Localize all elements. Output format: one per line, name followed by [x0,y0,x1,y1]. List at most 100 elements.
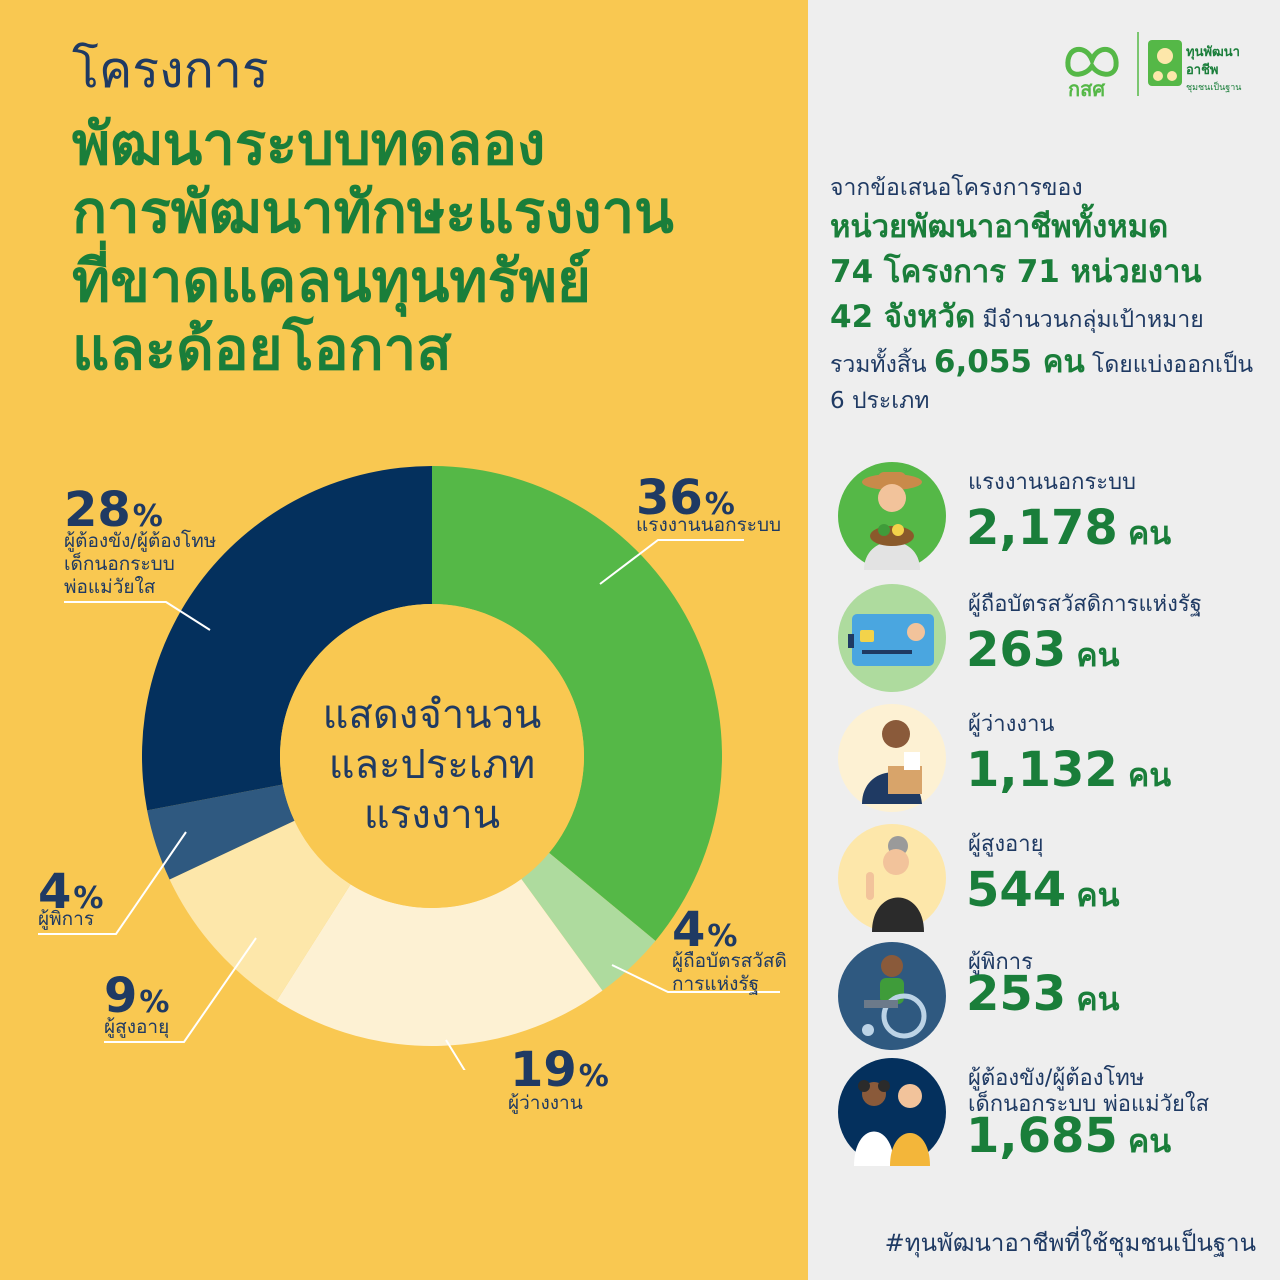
unemployed-worker-icon [838,704,946,812]
category-count: 1,685 คน [966,1112,1171,1160]
category-label: ผู้ว่างงาน [968,712,1054,738]
donut-center-line: แสดงจำนวน [322,692,542,738]
program-logo-text: ทุนพัฒนา [1186,45,1240,60]
category-label: ผู้ต้องขัง/ผู้ต้องโทษ เด็กนอกระบบ พ่อแม่ว… [968,1066,1209,1119]
slice-label-line: แรงงานนอกระบบ [636,514,782,536]
slice-label-disabled: ผู้พิการ [38,908,94,931]
category-label-line: ผู้ต้องขัง/ผู้ต้องโทษ [968,1066,1145,1091]
donut-center-text: แสดงจำนวน และประเภท แรงงาน [300,690,564,840]
pct-symbol: % [73,881,104,916]
pct-value: 36 [636,470,703,526]
pct-label-disabled: 4% [38,868,103,916]
slice-label-line: ผู้ถือบัตรสวัสดิ [672,950,787,972]
donut-center-line: แรงงาน [363,792,501,838]
category-item-disabled: ผู้พิการ 253 คน [838,942,1278,1052]
slice-label-elderly: ผู้สูงอายุ [104,1016,169,1039]
category-label-line: ผู้ว่างงาน [968,712,1055,737]
category-count-value: 2,178 [966,500,1118,556]
pct-label-elderly: 9% [104,972,169,1020]
pct-symbol: % [704,487,735,522]
leader-line-unemployed [445,1039,466,1070]
pct-label-informal-workers: 36% [636,474,735,522]
leader-line-disabled [38,831,187,935]
eef-logo: กสศ [1065,47,1119,101]
intro-provinces: 42 จังหวัด [830,299,976,336]
intro-total: 6,055 คน [933,344,1085,381]
category-item-welfare-card: ผู้ถือบัตรสวัสดิการแห่งรัฐ 263 คน [838,584,1278,694]
category-count-value: 544 [966,862,1067,918]
slice-label-line: ผู้ว่างงาน [508,1092,583,1114]
category-label: ผู้ถือบัตรสวัสดิการแห่งรัฐ [968,592,1202,618]
slice-label-inmates: ผู้ต้องขัง/ผู้ต้องโทษ เด็กนอกระบบ พ่อแม่วั… [64,530,216,598]
category-label-line: เด็กนอกระบบ พ่อแม่วัยใส [968,1092,1210,1118]
program-logo-text: ชุมชนเป็นฐาน [1186,80,1241,93]
category-item-inmates: ผู้ต้องขัง/ผู้ต้องโทษ เด็กนอกระบบ พ่อแม่ว… [838,1058,1278,1168]
slice-label-line: ผู้ต้องขัง/ผู้ต้องโทษ [64,530,217,552]
slice-label-line: เด็กนอกระบบ [64,552,175,575]
category-count-value: 263 [966,622,1067,678]
donut-center-line: และประเภท [328,742,536,788]
pct-symbol: % [139,985,170,1020]
intro-line: 42 จังหวัด มีจำนวนกลุ่มเป้าหมาย [830,295,1270,340]
children-icon [838,1058,946,1166]
category-count-unit: คน [1076,636,1120,674]
intro-text: รวมทั้งสิ้น [830,352,934,379]
donut-slice-unemployed [276,878,603,1046]
intro-text: โดยแบ่งออกเป็น [1084,352,1254,379]
leader-line-elderly [104,937,257,1043]
title-line: พัฒนาระบบทดลอง [72,110,546,178]
category-count: 2,178 คน [966,504,1171,552]
pct-value: 4 [672,902,706,958]
intro-line: 6 ประเภท [830,388,930,415]
slice-label-welfare-card: ผู้ถือบัตรสวัสดิ การแห่งรัฐ [672,950,787,996]
category-item-informal-workers: แรงงานนอกระบบ 2,178 คน [838,462,1278,572]
slice-label-line: ผู้พิการ [38,908,95,930]
intro-text: มีจำนวนกลุ่มเป้าหมาย [975,307,1204,334]
logos: กสศ ทุนพัฒนา อาชีพ ชุมชนเป็นฐาน [1065,32,1241,101]
category-count-value: 1,132 [966,742,1118,798]
slice-label-line: พ่อแม่วัยใส [64,575,156,598]
elderly-person-icon [838,824,946,932]
donut-slice-welfare-card [521,852,656,991]
donut-hole [280,604,584,908]
category-count-unit: คน [1076,980,1120,1018]
page-title: พัฒนาระบบทดลอง การพัฒนาทักษะแรงงาน ที่ขา… [72,110,674,384]
category-item-elderly: ผู้สูงอายุ 544 คน [838,824,1278,934]
donut-slice-disabled [147,784,295,880]
category-count-unit: คน [1127,1122,1172,1160]
pct-value: 4 [38,864,72,920]
category-label-line: ผู้ถือบัตรสวัสดิการแห่งรัฐ [968,592,1202,617]
pct-value: 28 [64,482,131,538]
category-count: 1,132 คน [966,746,1171,794]
title-line: การพัฒนาทักษะแรงงาน [72,178,674,247]
pct-value: 9 [104,968,138,1024]
category-label: ผู้พิการ [968,950,1033,976]
category-count-unit: คน [1076,876,1120,914]
program-logo-text: อาชีพ [1186,62,1219,78]
farmer-icon [838,462,946,570]
intro-line: หน่วยพัฒนาอาชีพทั้งหมด [830,209,1169,246]
category-label: ผู้สูงอายุ [968,832,1044,858]
title-line: และด้อยโอกาส [72,315,452,384]
slice-label-line: การแห่งรัฐ [672,972,760,995]
category-count-value: 253 [966,966,1067,1022]
welfare-card-icon [838,584,946,692]
category-count-value: 1,685 [966,1108,1118,1164]
program-logo: ทุนพัฒนา อาชีพ ชุมชนเป็นฐาน [1148,40,1241,93]
leader-line-welfare-card [611,964,780,993]
donut-slice-informal-workers [432,466,723,941]
category-label-line: แรงงานนอกระบบ [968,470,1137,495]
pct-symbol: % [707,919,738,954]
title-line: ที่ขาดแคลนทุนทรัพย์ [72,246,591,315]
slice-label-informal-workers: แรงงานนอกระบบ [636,514,781,537]
pct-symbol: % [578,1059,609,1094]
slice-label-unemployed: ผู้ว่างงาน [508,1092,583,1115]
category-label-line: ผู้พิการ [968,950,1033,975]
donut-chart [38,466,780,1070]
wheelchair-user-icon [838,942,946,1050]
pct-label-welfare-card: 4% [672,906,737,954]
category-count: 263 คน [966,626,1119,674]
leader-line-informal-workers [599,539,744,585]
intro-summary: จากข้อเสนอโครงการของ หน่วยพัฒนาอาชีพทั้ง… [830,172,1270,418]
category-label-line: ผู้สูงอายุ [968,832,1044,857]
